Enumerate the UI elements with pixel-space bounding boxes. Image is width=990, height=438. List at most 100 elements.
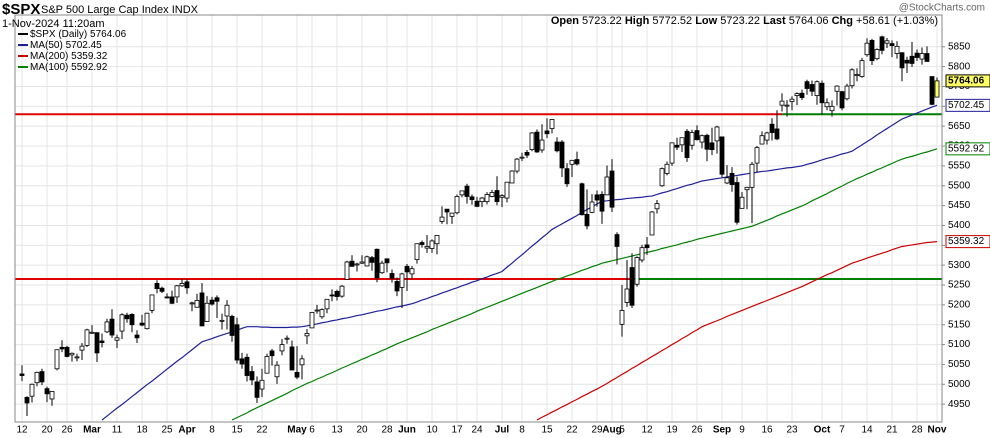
candle-body — [114, 337, 120, 341]
y-tick-label: 5450 — [948, 200, 971, 211]
candle-body — [819, 82, 825, 104]
candle-body — [549, 119, 555, 129]
candle-body — [924, 53, 930, 62]
candle-body — [379, 262, 385, 274]
y-tick-label: 5000 — [948, 379, 971, 390]
y-tick-label: 5250 — [948, 280, 971, 291]
x-tick-label: Nov — [928, 425, 947, 436]
x-tick-label: Apr — [178, 425, 195, 436]
value-tag-box — [945, 74, 990, 88]
candle-body — [669, 142, 675, 164]
candle-body — [809, 84, 815, 92]
candle-body — [859, 60, 865, 77]
candle-body — [479, 197, 485, 203]
candle-body — [474, 200, 480, 207]
candle-body — [44, 388, 50, 395]
legend-entry: $SPX (Daily) 5764.06 — [30, 29, 127, 40]
candle-body — [594, 194, 600, 201]
candle-body — [449, 212, 455, 217]
candle-body — [584, 213, 590, 227]
candle-body — [214, 297, 220, 302]
watermark: @StockCharts.com — [899, 3, 985, 14]
candle-body — [469, 196, 475, 201]
x-tick-label: 12 — [641, 425, 653, 436]
x-tick-label: 13 — [331, 425, 343, 436]
value-tag: 5359.32 — [948, 236, 985, 247]
candle-body — [159, 287, 165, 292]
candle-body — [769, 123, 775, 133]
x-tick-label: 12 — [16, 425, 28, 436]
x-tick-label: 21 — [886, 425, 898, 436]
candle-body — [94, 332, 100, 354]
candle-body — [794, 93, 800, 97]
x-tick-label: 18 — [136, 425, 148, 436]
candle-body — [514, 158, 520, 172]
candle-body — [629, 267, 635, 306]
date: 1-Nov-2024 11:20am — [2, 18, 105, 30]
candle-body — [414, 243, 420, 260]
candle-body — [914, 52, 920, 58]
candle-body — [199, 292, 205, 327]
candle-body — [814, 81, 820, 97]
candle-body — [209, 299, 215, 305]
plot-frame — [14, 14, 943, 423]
x-tick-label: 7 — [839, 425, 845, 436]
candle-body — [19, 373, 25, 376]
candle-body — [459, 190, 465, 196]
x-tick-label: 8 — [519, 425, 525, 436]
candle-body — [724, 177, 730, 184]
candle-body — [609, 170, 615, 208]
candle-body — [824, 102, 830, 108]
candle-body — [139, 322, 145, 326]
candle-body — [499, 195, 505, 198]
x-tick-label: 9 — [739, 425, 745, 436]
x-tick-label: Oct — [814, 425, 831, 436]
candle-body — [104, 321, 110, 333]
x-tick-label: Aug — [602, 425, 621, 436]
quote-label: High — [625, 15, 650, 27]
candle-body — [434, 234, 440, 245]
candle-body — [524, 151, 530, 156]
candle-body — [329, 294, 335, 297]
x-tick-label: 26 — [691, 425, 703, 436]
candle-body — [494, 190, 500, 203]
candle-body — [774, 128, 780, 140]
candle-body — [884, 40, 890, 44]
y-tick-label: 5850 — [948, 41, 971, 52]
legend-value: 5359.32 — [71, 51, 108, 62]
candle-body — [219, 319, 225, 322]
candle-body — [99, 340, 105, 343]
candle-body — [904, 59, 910, 64]
y-tick-label: 5200 — [948, 300, 971, 311]
x-tick-label: 23 — [786, 425, 798, 436]
quote-label: Open — [551, 15, 579, 27]
legend-name: MA(200) — [30, 51, 68, 62]
y-tick-label: 4950 — [948, 399, 971, 410]
candle-body — [339, 285, 345, 297]
candle-body — [289, 346, 295, 371]
instrument-title: S&P 500 Large Cap Index INDX — [41, 4, 199, 16]
x-tick-label: 28 — [911, 425, 923, 436]
candle-body — [364, 256, 370, 267]
quote-value: 5772.52 — [652, 15, 692, 27]
candle-body — [889, 43, 895, 46]
title: S&P 500 Large Cap Index — [41, 4, 169, 16]
legend-value: 5764.06 — [90, 29, 127, 40]
moving-average-line — [101, 104, 938, 421]
candle-body — [439, 216, 445, 222]
candle-body — [324, 298, 330, 310]
candle-body — [739, 196, 745, 209]
candle-body — [124, 314, 130, 320]
candle-body — [664, 163, 670, 174]
x-tick-label: 6 — [309, 425, 315, 436]
candle-body — [274, 364, 280, 378]
candle-body — [539, 139, 545, 151]
candle-body — [589, 201, 595, 213]
candle-body — [829, 105, 835, 112]
candle-body — [854, 74, 860, 76]
candle-body — [259, 379, 265, 390]
candle-body — [934, 80, 940, 98]
candle-body — [154, 283, 160, 289]
